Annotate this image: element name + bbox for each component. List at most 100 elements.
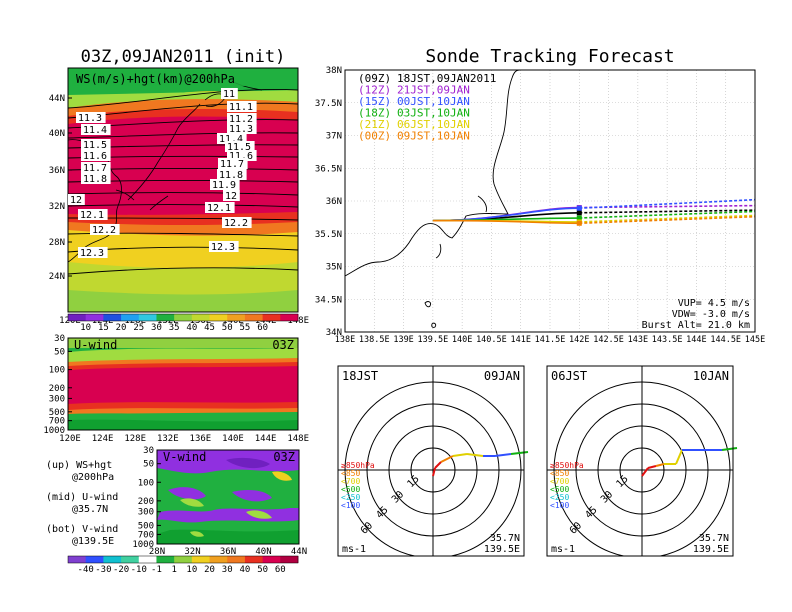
contour-label: 11.4 xyxy=(83,125,107,136)
track-lat-tick: 36.5N xyxy=(315,164,342,174)
contour-label: 12.2 xyxy=(92,225,116,236)
contour-label-box xyxy=(81,124,111,135)
hodograph-lat: 35.7N xyxy=(699,533,729,544)
colorbar-label: 25 xyxy=(133,323,144,333)
colorbar-label: 20 xyxy=(116,323,127,333)
contour-label-box xyxy=(81,150,111,161)
map-lat-tick: 24N xyxy=(49,272,65,282)
colorbar-label: 15 xyxy=(98,323,109,333)
hodograph-0: 18JST 09JAN15304560≥850hPa<850<700<500<25… xyxy=(337,365,529,557)
pressure-tick: 300 xyxy=(49,394,65,404)
colorbar-cell xyxy=(227,556,246,563)
hodograph-segment xyxy=(432,467,436,477)
hodograph-unit: ms-1 xyxy=(551,544,575,555)
colorbar-cell xyxy=(121,556,140,563)
contour-label: 12.1 xyxy=(207,203,231,214)
u-wind-label: U-wind xyxy=(74,338,117,352)
info-vdw: VDW= -3.0 m/s xyxy=(672,309,750,320)
contour-label: 12 xyxy=(225,191,237,202)
colorbar-label: 50 xyxy=(222,323,233,333)
u-wind-time: 03Z xyxy=(272,338,294,352)
hodograph-frame-bg xyxy=(547,366,733,556)
map-lat-tick: 32N xyxy=(49,202,65,212)
colorbar-label: 10 xyxy=(186,565,197,575)
colorbar-cell xyxy=(262,556,281,563)
colorbar-cell xyxy=(191,314,210,321)
u-lon-tick: 144E xyxy=(255,434,277,444)
track-legend: (09Z) 18JST,09JAN2011 (12Z) 21JST,09JAN (15Z… xyxy=(358,72,496,143)
hodograph-lat: 35.7N xyxy=(490,533,520,544)
track-descent xyxy=(579,215,755,225)
track-lon-tick: 140.5E xyxy=(476,335,507,345)
u-wind-lon-ticks: 120E 124E 128E 132E 136E 140E 144E 148E xyxy=(59,434,309,444)
colorbar-label: 55 xyxy=(240,323,251,333)
hodograph-rings xyxy=(547,366,733,556)
contour-label-box xyxy=(78,247,108,258)
contour-label-box xyxy=(205,202,235,213)
colorbar-label: -20 xyxy=(113,565,129,575)
v-lat-tick: 40N xyxy=(255,547,271,557)
hodograph-level: <250 xyxy=(550,493,569,502)
track-legend-code: (09Z) xyxy=(358,72,391,85)
hodograph-unit: ms-1 xyxy=(342,544,366,555)
contour-label-box xyxy=(227,123,257,134)
hodograph-segment xyxy=(647,465,657,469)
legend-bot-b: @139.5E xyxy=(72,536,114,547)
hodograph-level: <500 xyxy=(341,485,360,494)
u-lon-tick: 140E xyxy=(222,434,244,444)
pressure-tick: 1000 xyxy=(132,540,154,550)
colorbar-label: 30 xyxy=(151,323,162,333)
colorbar-cell xyxy=(244,314,264,321)
hodograph-rings xyxy=(338,366,524,556)
map-lat-ticks: 44N 40N 36N 32N 28N 24N xyxy=(49,94,72,282)
u-lon-tick: 136E xyxy=(190,434,212,444)
hodograph-level: <700 xyxy=(550,477,569,486)
track-lat-tick: 34.5N xyxy=(315,295,342,305)
colorbar-cell xyxy=(85,556,104,563)
pressure-tick: 50 xyxy=(143,460,154,470)
contour-label-box xyxy=(227,101,257,112)
colorbar-label: 40 xyxy=(240,565,251,575)
colorbar-label: 50 xyxy=(257,565,268,575)
colorbar-cell xyxy=(68,314,87,321)
contour-label: 11.6 xyxy=(83,151,107,162)
hodograph-lon: 139.5E xyxy=(693,544,729,555)
colorbar-cell xyxy=(209,556,228,563)
contour-label: 11 xyxy=(223,89,235,100)
track-legend-code: (00Z) xyxy=(358,130,391,143)
v-wind-time: 03Z xyxy=(273,450,295,464)
colorbar-label: 20 xyxy=(204,565,215,575)
contour-label: 11.6 xyxy=(229,151,253,162)
pressure-tick: 500 xyxy=(49,408,65,418)
map-lat-tick: 40N xyxy=(49,129,65,139)
u-lon-tick: 128E xyxy=(124,434,146,444)
pressure-tick: 30 xyxy=(143,446,154,456)
pressure-tick: 300 xyxy=(138,508,154,518)
burst-marker xyxy=(576,210,582,216)
u-lon-tick: 132E xyxy=(157,434,179,444)
contour-label-box xyxy=(68,194,85,205)
colorbar-label: 40 xyxy=(186,323,197,333)
contour-label: 12.1 xyxy=(80,210,104,221)
burst-marker xyxy=(576,215,582,221)
burst-marker xyxy=(576,220,582,226)
colorbar-label: 45 xyxy=(204,323,215,333)
track-lat-tick: 35.5N xyxy=(315,230,342,240)
hodograph-segment xyxy=(641,467,649,477)
track-descent xyxy=(579,204,755,209)
contour-label: 12 xyxy=(70,195,82,206)
hodograph-1: 06JST 10JAN15304560≥850hPa<850<700<500<25… xyxy=(546,365,738,557)
contour-label: 12.3 xyxy=(211,242,235,253)
v-lat-tick: 44N xyxy=(291,547,307,557)
track-lon-tick: 142.5E xyxy=(593,335,624,345)
colorbar-cell xyxy=(103,556,122,563)
hodograph-level: <700 xyxy=(341,477,360,486)
track-lon-tick: 144.5E xyxy=(710,335,741,345)
hodograph-date: 09JAN xyxy=(484,369,520,383)
contour-label: 11.2 xyxy=(229,114,253,125)
pressure-tick: 500 xyxy=(138,521,154,531)
contour-label: 12.2 xyxy=(224,218,248,229)
colorbar-frame xyxy=(67,313,299,322)
